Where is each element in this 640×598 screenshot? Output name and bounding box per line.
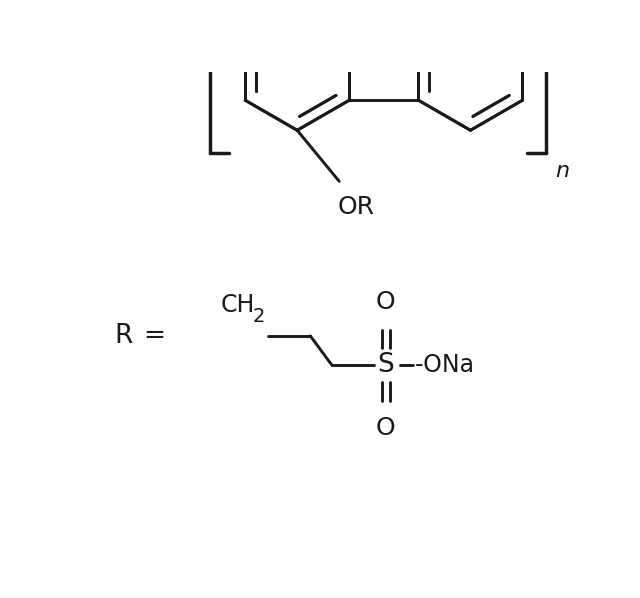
Text: O: O bbox=[376, 416, 396, 440]
Text: 2: 2 bbox=[253, 307, 265, 326]
Text: O: O bbox=[376, 290, 396, 315]
Text: S: S bbox=[378, 352, 394, 378]
Text: =: = bbox=[143, 323, 165, 349]
Text: -ONa: -ONa bbox=[415, 353, 475, 377]
Text: R: R bbox=[114, 323, 132, 349]
Text: CH: CH bbox=[220, 292, 255, 316]
Text: OR: OR bbox=[338, 195, 374, 219]
Text: n: n bbox=[555, 161, 569, 181]
